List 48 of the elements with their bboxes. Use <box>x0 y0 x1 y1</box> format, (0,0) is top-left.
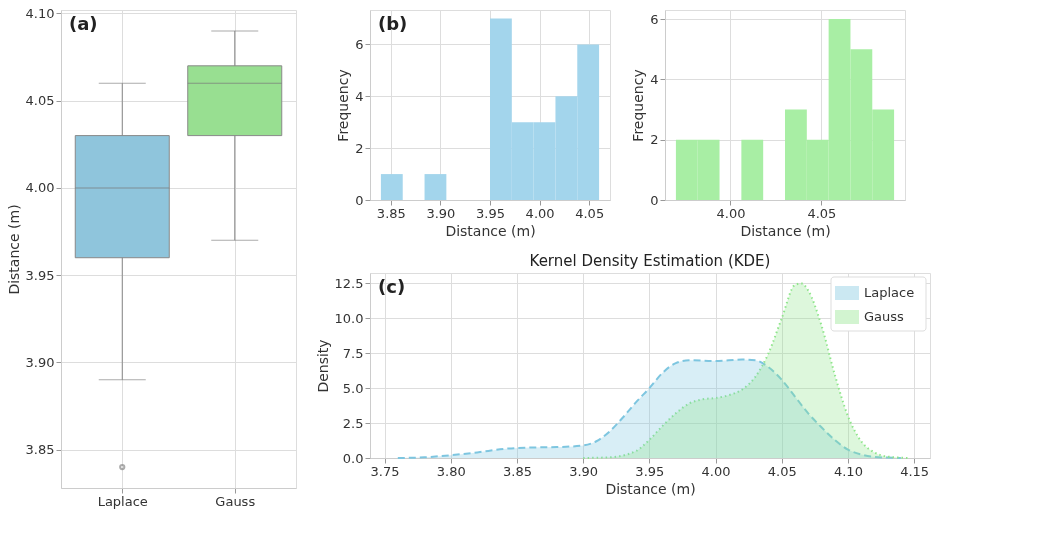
y-tick-label: 2.5 <box>342 415 364 431</box>
chart-title: Kernel Density Estimation (KDE) <box>529 252 771 270</box>
y-tick-label: 3.90 <box>25 354 55 370</box>
y-tick-label: 5.0 <box>342 380 364 396</box>
x-tick-label: 4.05 <box>767 463 797 479</box>
x-axis-title: Distance (m) <box>740 222 831 239</box>
y-tick-label: 10.0 <box>334 310 364 326</box>
annotation: (c) <box>378 276 406 297</box>
legend-label: Gauss <box>864 309 905 324</box>
y-axis-title: Frequency <box>335 69 352 142</box>
y-tick-label: 0.0 <box>342 450 364 466</box>
y-tick-label: 3.85 <box>25 442 55 458</box>
x-tick-label: 4.00 <box>716 205 746 221</box>
x-tick-label: 4.15 <box>900 463 930 479</box>
y-tick-label: 6 <box>355 36 364 52</box>
x-tick-label: 4.05 <box>807 205 837 221</box>
y-tick-label: 2 <box>650 132 659 148</box>
y-axis-title: Density <box>314 339 331 393</box>
y-tick-label: 4 <box>650 71 659 87</box>
x-tick-label: 3.90 <box>569 463 599 479</box>
y-tick-label: 0 <box>650 192 659 208</box>
y-tick-label: 0 <box>355 192 364 208</box>
y-axis-title: Distance (m) <box>5 204 22 295</box>
x-tick-label: 3.85 <box>502 463 532 479</box>
legend-label: Laplace <box>864 285 915 300</box>
x-axis-title: Distance (m) <box>605 480 696 497</box>
x-tick-label: 3.75 <box>370 463 400 479</box>
annotation: (b) <box>378 13 408 34</box>
x-tick-label: 3.85 <box>376 205 406 221</box>
y-tick-label: 3.95 <box>25 267 55 283</box>
y-tick-label: 4.10 <box>25 5 55 21</box>
annotation: (a) <box>69 13 98 34</box>
x-tick-label: 3.80 <box>436 463 466 479</box>
y-tick-label: 7.5 <box>342 345 364 361</box>
y-tick-label: 4.00 <box>25 180 55 196</box>
y-tick-label: 6 <box>650 11 659 27</box>
x-tick-label: 4.05 <box>575 205 605 221</box>
x-tick-label: 4.00 <box>701 463 731 479</box>
x-tick-label: 4.00 <box>525 205 555 221</box>
x-tick-label: 4.10 <box>833 463 863 479</box>
y-tick-label: 4.05 <box>25 93 55 109</box>
y-tick-label: 4 <box>355 88 364 104</box>
y-tick-label: 12.5 <box>334 275 364 291</box>
x-tick-label: 3.95 <box>476 205 505 221</box>
y-axis-title: Frequency <box>630 69 647 142</box>
x-axis-title: Distance (m) <box>445 222 536 239</box>
y-tick-label: 2 <box>355 140 364 156</box>
x-tick-label: 3.90 <box>426 205 456 221</box>
